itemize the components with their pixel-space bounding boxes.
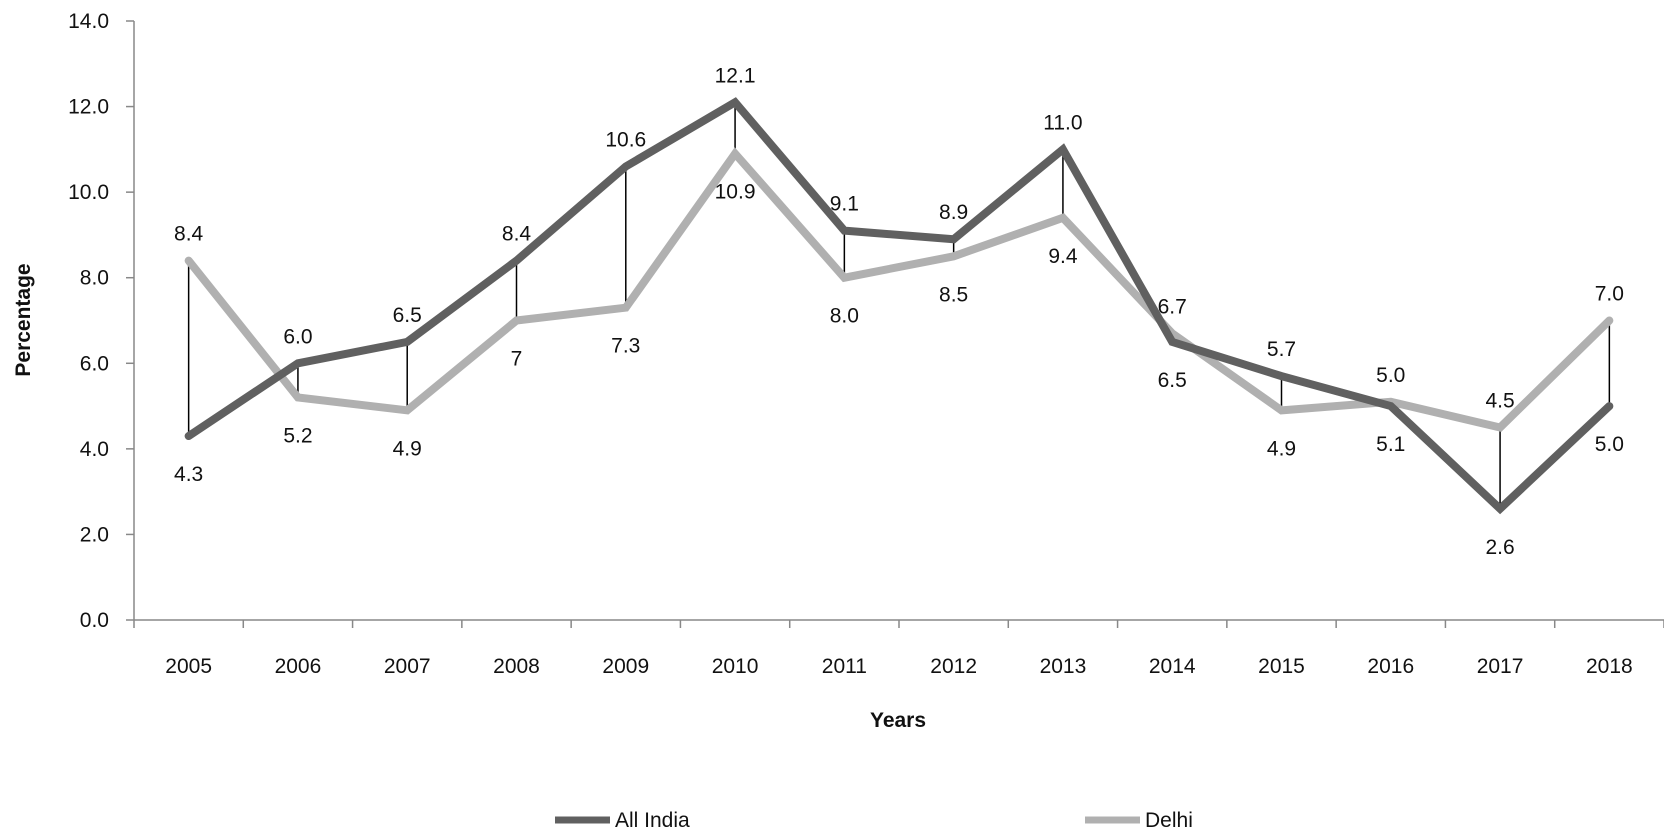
data-label: 8.4	[174, 223, 204, 246]
y-tick-label: 6.0	[80, 352, 109, 375]
series-lines	[184, 97, 1614, 515]
y-tick-label: 4.0	[80, 438, 109, 461]
data-label: 8.9	[939, 201, 968, 224]
data-label: 6.7	[1158, 295, 1187, 318]
data-label: 9.1	[830, 193, 859, 216]
x-tick-label: 2008	[493, 655, 540, 678]
data-label: 12.1	[715, 64, 756, 87]
y-tick-label: 12.0	[68, 96, 109, 119]
y-tick-label: 8.0	[80, 267, 109, 290]
data-label: 10.6	[605, 128, 646, 151]
legend: All India Delhi	[555, 809, 1193, 832]
x-tick-label: 2009	[602, 655, 649, 678]
high-low-lines	[187, 102, 1611, 509]
data-label: 5.0	[1376, 364, 1405, 387]
data-label: 5.2	[283, 425, 312, 448]
data-label: 2.6	[1485, 536, 1514, 559]
chart-axes	[133, 21, 1664, 621]
data-label: 9.4	[1048, 245, 1078, 268]
data-label: 5.7	[1267, 338, 1296, 361]
data-label: 6.5	[393, 304, 422, 327]
x-tick-label: 2016	[1367, 655, 1414, 678]
y-axis-ticks: 0.0 2.0 4.0 6.0 8.0 10.0 12.0 14.0	[68, 10, 134, 632]
data-label: 10.9	[715, 181, 756, 204]
data-label: 6.0	[283, 325, 312, 348]
series-line-all-india	[184, 97, 1614, 515]
y-tick-label: 14.0	[68, 10, 109, 33]
data-label: 8.0	[830, 305, 859, 328]
legend-label: Delhi	[1145, 809, 1193, 832]
x-tick-label: 2010	[712, 655, 759, 678]
data-label: 4.3	[174, 463, 203, 486]
x-tick-label: 2007	[384, 655, 431, 678]
y-tick-label: 10.0	[68, 181, 109, 204]
legend-label: All India	[615, 809, 690, 832]
data-label: 8.4	[502, 223, 532, 246]
data-label: 8.5	[939, 283, 968, 306]
data-label: 4.9	[393, 437, 422, 460]
x-tick-label: 2006	[275, 655, 322, 678]
x-tick-label: 2012	[930, 655, 977, 678]
data-label: 6.5	[1158, 369, 1187, 392]
x-tick-label: 2015	[1258, 655, 1305, 678]
x-tick-label: 2005	[165, 655, 212, 678]
data-labels: 4.3 8.4 6.0 5.2 6.5 4.9 8.4 7 10.6 7.3 12.1 10.9 9.1…	[174, 64, 1624, 558]
data-label: 4.9	[1267, 437, 1296, 460]
data-label: 5.1	[1376, 433, 1405, 456]
data-label: 7.0	[1595, 283, 1624, 306]
x-tick-label: 2017	[1477, 655, 1524, 678]
y-tick-label: 0.0	[80, 609, 109, 632]
data-label: 11.0	[1043, 111, 1082, 134]
data-label: 7.3	[611, 335, 640, 358]
x-tick-label: 2011	[822, 655, 867, 678]
x-axis-title: Years	[870, 709, 926, 732]
data-label: 7	[511, 348, 523, 371]
data-label: 5.0	[1595, 433, 1624, 456]
x-axis-ticks: 2005 2006 2007 2008 2009 2010 2011 2012 2013 2014…	[133, 620, 1664, 678]
y-axis-title: Percentage	[12, 263, 35, 376]
x-tick-label: 2014	[1149, 655, 1196, 678]
y-tick-label: 2.0	[80, 523, 109, 546]
data-label: 4.5	[1485, 389, 1514, 412]
x-tick-label: 2013	[1040, 655, 1087, 678]
x-tick-label: 2018	[1586, 655, 1633, 678]
